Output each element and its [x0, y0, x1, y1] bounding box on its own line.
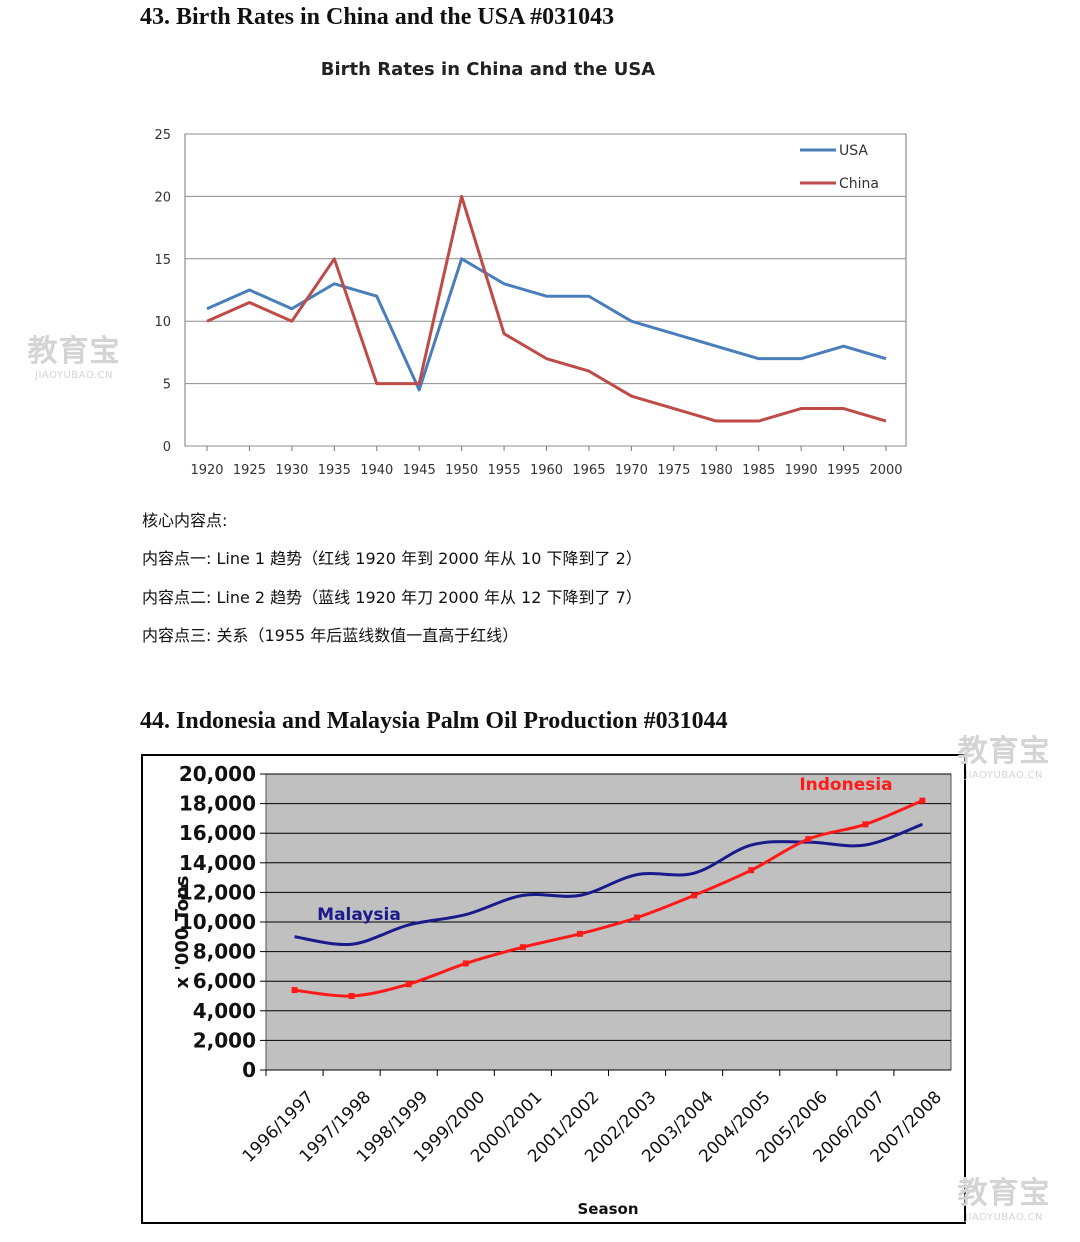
palm-oil-chart: 0 2,000 4,000 6,000 8,000 10,000 12,000 14,000 1…: [141, 754, 966, 1224]
watermark-logo-left: 教育宝 JIAOYUBAO.CN: [14, 326, 134, 381]
y-tick-label: 6,000: [193, 969, 256, 993]
legend-label-china: China: [839, 176, 879, 192]
data-point-indonesia: [634, 914, 641, 921]
y-tick-label: 18,000: [179, 792, 256, 816]
chart-title: Birth Rates in China and the USA: [321, 59, 656, 80]
data-point-indonesia: [405, 981, 412, 988]
y-tick-label: 20,000: [179, 762, 256, 786]
y-tick-label: 10,000: [179, 910, 256, 934]
watermark-url: JIAOYUBAO.CN: [965, 770, 1043, 781]
y-tick-label: 2,000: [193, 1028, 256, 1052]
section-heading-43: 43. Birth Rates in China and the USA #03…: [140, 4, 615, 30]
y-tick-label: 4,000: [193, 999, 256, 1023]
watermark-logo-right-bottom: 教育宝 JIAOYUBAO.CN: [944, 1168, 1064, 1223]
y-tick-label: 8,000: [193, 940, 256, 964]
series-line-malaysia: [294, 822, 923, 946]
x-tick-label: 1930: [275, 463, 308, 478]
x-tick-label: 1990: [785, 463, 818, 478]
data-point-indonesia: [862, 821, 869, 828]
y-tick-label: 12,000: [179, 880, 256, 904]
y-tick-label: 14,000: [179, 851, 256, 875]
x-tick-label: 1980: [700, 463, 733, 478]
x-tick-label: 1955: [488, 463, 521, 478]
watermark-url: JIAOYUBAO.CN: [965, 1212, 1043, 1223]
x-tick-label: 1995: [827, 463, 860, 478]
series-label-malaysia: Malaysia: [317, 905, 401, 925]
y-tick-label: 10: [154, 315, 171, 330]
x-tick-label: 1970: [615, 463, 648, 478]
watermark-logo-right-top: 教育宝 JIAOYUBAO.CN: [944, 726, 1064, 781]
data-point-indonesia: [576, 930, 583, 937]
data-point-indonesia: [919, 797, 926, 804]
y-tick-label: 20: [154, 190, 171, 205]
note-line-3: 内容点三: 关系（1955 年后蓝线数值一直高于红线）: [142, 626, 519, 645]
watermark-logo-text: 教育宝: [957, 1176, 1051, 1211]
x-tick-label: 2000: [869, 463, 902, 478]
data-point-indonesia: [519, 944, 526, 951]
x-tick-label: 1975: [657, 463, 690, 478]
data-point-indonesia: [291, 987, 298, 994]
data-point-indonesia: [348, 993, 355, 999]
watermark-url: JIAOYUBAO.CN: [35, 370, 113, 381]
note-line-2: 内容点二: Line 2 趋势（蓝线 1920 年刀 2000 年从 12 下降…: [142, 588, 642, 607]
series-line-indonesia: [294, 799, 924, 998]
x-tick-label: 1935: [318, 463, 351, 478]
x-tick-label: 1960: [530, 463, 563, 478]
x-tick-label: 1920: [190, 463, 223, 478]
legend-label-usa: USA: [839, 143, 868, 159]
data-point-indonesia: [462, 960, 469, 967]
x-tick-label: 1940: [360, 463, 393, 478]
data-point-indonesia: [748, 867, 755, 874]
x-tick-label: 1985: [742, 463, 775, 478]
watermark-logo-text: 教育宝: [27, 334, 121, 369]
y-axis-label: x '000 Tons: [172, 875, 193, 988]
plot-area: [184, 133, 907, 447]
y-tick-label: 0: [163, 440, 171, 455]
x-tick-label: 1925: [233, 463, 266, 478]
x-axis-label: Season: [577, 1200, 638, 1218]
x-tick-label: 1950: [445, 463, 478, 478]
watermark-logo-text: 教育宝: [957, 734, 1051, 769]
x-tick-label: 1945: [403, 463, 436, 478]
x-tick-label: 1965: [572, 463, 605, 478]
section-heading-44: 44. Indonesia and Malaysia Palm Oil Prod…: [140, 708, 728, 734]
y-tick-label: 25: [154, 128, 171, 143]
notes-title: 核心内容点:: [142, 511, 228, 530]
birth-rate-chart: Birth Rates in China and the USA 0 5 10 15 20…: [154, 59, 907, 478]
series-label-indonesia: Indonesia: [799, 775, 892, 795]
data-point-indonesia: [691, 892, 698, 899]
y-tick-label: 16,000: [179, 821, 256, 845]
note-line-1: 内容点一: Line 1 趋势（红线 1920 年到 2000 年从 10 下降…: [142, 549, 642, 568]
y-tick-label: 0: [242, 1058, 256, 1082]
y-tick-label: 15: [154, 253, 171, 268]
y-tick-label: 5: [163, 378, 171, 393]
data-point-indonesia: [805, 836, 812, 843]
